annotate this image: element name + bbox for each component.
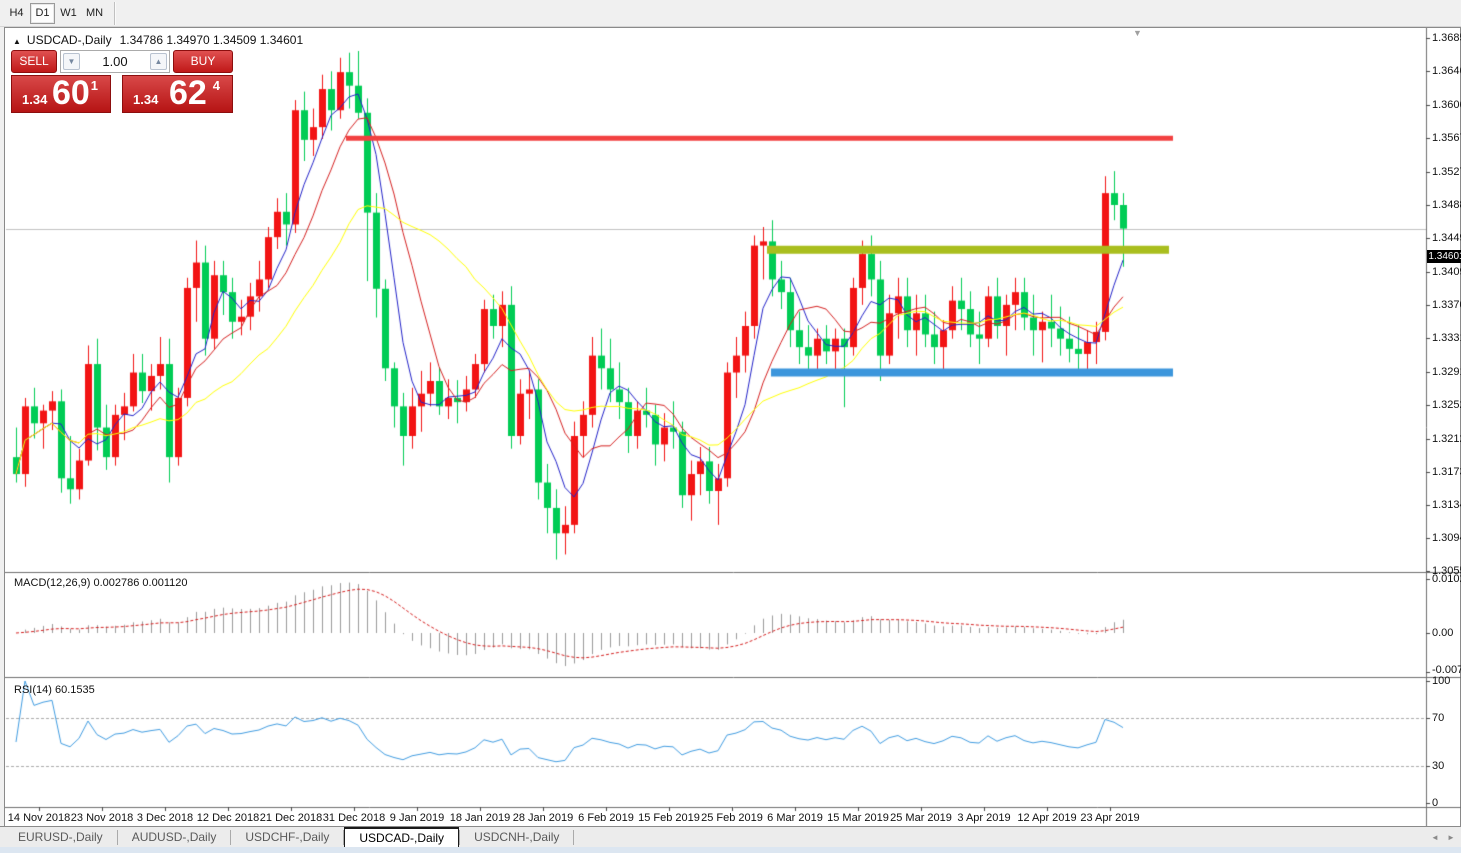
buy-price-prefix: 1.34 — [133, 92, 159, 107]
current-price-tag: 1.34601 — [1427, 250, 1461, 263]
rsi-axis-label: 100 — [1432, 675, 1451, 687]
tabbar-scroll-left-icon[interactable]: ◄ — [1431, 833, 1439, 842]
tab-separator — [343, 830, 345, 845]
tab-usdchf[interactable]: USDCHF-,Daily — [245, 830, 330, 844]
timeframe-button-w1[interactable]: W1 — [60, 7, 77, 19]
sell-button[interactable]: SELL — [11, 50, 57, 73]
macd-axis-label: 0.00 — [1432, 627, 1454, 639]
timeframe-button-h4[interactable]: H4 — [9, 7, 24, 19]
panel-collapse-icon[interactable]: ▲ — [13, 37, 21, 46]
status-strip — [0, 847, 1461, 853]
sell-price-button[interactable]: 1.34 60 1 — [11, 74, 111, 113]
volume-increment-icon[interactable]: ▲ — [150, 53, 167, 70]
date-axis-label: 18 Jan 2019 — [449, 812, 511, 824]
price-axis-label: 1.32120 — [1432, 433, 1461, 445]
date-axis-label: 15 Mar 2019 — [827, 812, 889, 824]
date-axis-label: 9 Jan 2019 — [389, 812, 445, 824]
price-axis-label: 1.34880 — [1432, 199, 1461, 211]
tab-separator — [116, 830, 118, 845]
tab-usdcad[interactable]: USDCAD-,Daily — [344, 827, 460, 848]
volume-decrement-icon[interactable]: ▼ — [63, 53, 80, 70]
volume-value[interactable]: 1.00 — [102, 54, 128, 69]
buy-price-pips: 62 — [169, 74, 207, 112]
price-axis-label: 1.30550 — [1432, 565, 1461, 577]
symbol-tab-bar: EURUSD-,Daily AUDUSD-,Daily USDCHF-,Daily U… — [0, 826, 1461, 848]
chart-window: ▲ USDCAD-,Daily 1.34786 1.34970 1.34509 1.… — [4, 27, 1461, 853]
date-axis-label: 23 Apr 2019 — [1080, 812, 1140, 824]
chart-symbol-label: USDCAD-,Daily — [26, 33, 112, 47]
date-axis-label: 6 Feb 2019 — [578, 812, 634, 824]
date-axis-label: 15 Feb 2019 — [638, 812, 700, 824]
date-axis-label: 3 Apr 2019 — [957, 812, 1011, 824]
date-axis-label: 12 Apr 2019 — [1017, 812, 1077, 824]
tab-separator — [459, 830, 461, 845]
toolbar-separator — [114, 2, 116, 25]
macd-axis-label: 0.010225 — [1432, 573, 1461, 585]
date-axis-label: 25 Feb 2019 — [701, 812, 763, 824]
sell-price-pips: 60 — [52, 74, 90, 112]
date-axis-label: 14 Nov 2018 — [7, 812, 71, 824]
price-axis-label: 1.31730 — [1432, 466, 1461, 478]
price-axis-label: 1.35270 — [1432, 166, 1461, 178]
tab-usdcnh[interactable]: USDCNH-,Daily — [474, 830, 560, 844]
tab-eurusd[interactable]: EURUSD-,Daily — [18, 830, 103, 844]
tabbar-scroll-right-icon[interactable]: ► — [1447, 833, 1455, 842]
date-axis-label: 23 Nov 2018 — [70, 812, 134, 824]
price-axis-label: 1.36850 — [1432, 32, 1461, 44]
price-axis-label: 1.33700 — [1432, 299, 1461, 311]
buy-price-fraction: 4 — [212, 78, 220, 93]
chart-ohlc-values: 1.34786 1.34970 1.34509 1.34601 — [119, 33, 304, 47]
timeframe-toolbar: H4 D1 W1 MN — [0, 0, 1461, 27]
date-axis-label: 25 Mar 2019 — [890, 812, 952, 824]
rsi-axis-label: 0 — [1432, 797, 1439, 809]
sell-price-prefix: 1.34 — [22, 92, 48, 107]
buy-button[interactable]: BUY — [173, 50, 233, 73]
price-axis-label: 1.33310 — [1432, 332, 1461, 344]
price-axis-label: 1.31340 — [1432, 499, 1461, 511]
price-axis-label: 1.36460 — [1432, 65, 1461, 77]
rsi-axis-label: 30 — [1432, 760, 1445, 772]
date-axis-label: 6 Mar 2019 — [767, 812, 823, 824]
price-axis-label: 1.32910 — [1432, 366, 1461, 378]
price-axis-label: 1.35670 — [1432, 132, 1461, 144]
price-axis-label: 1.30940 — [1432, 532, 1461, 544]
chart-shift-marker-icon[interactable]: ▼ — [1133, 28, 1142, 38]
macd-axis-label: -0.00747 — [1432, 664, 1461, 676]
timeframe-button-mn[interactable]: MN — [85, 7, 104, 19]
price-axis-label: 1.34490 — [1432, 232, 1461, 244]
price-axis-label: 1.34090 — [1432, 266, 1461, 278]
price-axis-label: 1.36060 — [1432, 99, 1461, 111]
buy-price-button[interactable]: 1.34 62 4 — [122, 74, 233, 113]
date-axis-label: 3 Dec 2018 — [136, 812, 194, 824]
date-axis-label: 31 Dec 2018 — [322, 812, 386, 824]
timeframe-button-d1[interactable]: D1 — [30, 3, 55, 24]
tab-audusd[interactable]: AUDUSD-,Daily — [131, 830, 217, 844]
tab-separator — [230, 830, 232, 845]
date-axis-label: 28 Jan 2019 — [512, 812, 574, 824]
tab-separator — [573, 830, 575, 845]
chart-canvas[interactable] — [5, 28, 1461, 853]
date-axis-label: 12 Dec 2018 — [196, 812, 260, 824]
rsi-indicator-label: RSI(14) 60.1535 — [14, 684, 95, 696]
date-axis-label: 21 Dec 2018 — [259, 812, 323, 824]
macd-indicator-label: MACD(12,26,9) 0.002786 0.001120 — [14, 577, 188, 589]
rsi-axis-label: 70 — [1432, 712, 1445, 724]
one-click-trading-panel: SELL ▼ 1.00 ▲ BUY 1.34 60 1 1.34 62 4 — [11, 48, 233, 140]
price-axis-label: 1.32520 — [1432, 399, 1461, 411]
volume-input[interactable]: ▼ 1.00 ▲ — [60, 50, 170, 73]
chart-title: ▲ USDCAD-,Daily 1.34786 1.34970 1.34509 1.… — [13, 33, 303, 47]
sell-price-fraction: 1 — [90, 78, 98, 93]
symbol-tabs: EURUSD-,Daily AUDUSD-,Daily USDCHF-,Daily U… — [4, 827, 575, 848]
